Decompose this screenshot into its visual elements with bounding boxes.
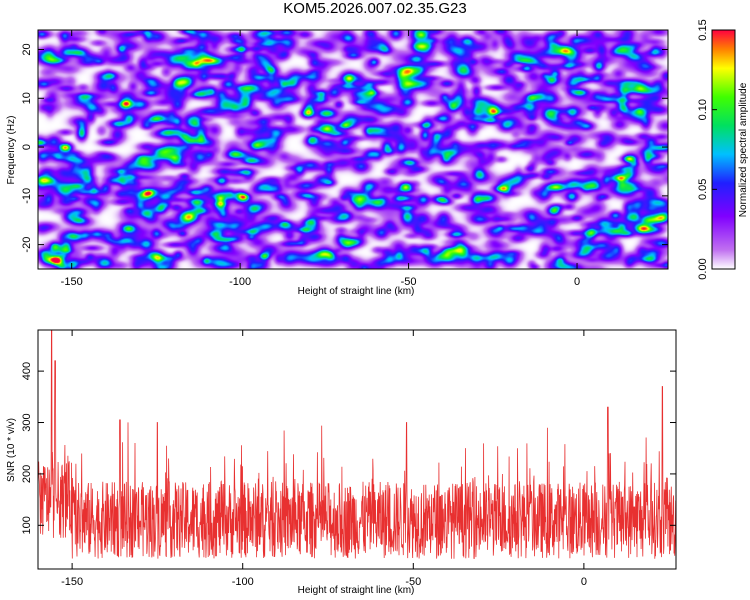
- snr-x-tick-label: -50: [405, 576, 421, 588]
- colorbar-label: Normalized spectral amplitude: [738, 82, 749, 217]
- snr-y-axis: 100 200 300 400: [21, 362, 676, 534]
- colorbar-axis: 0.00 0.05 0.10 0.15: [697, 19, 717, 280]
- heatmap-x-tick-label: -100: [229, 276, 251, 288]
- snr-panel: -150 -100 -50 0 100 200 300 400 Height of stra…: [6, 329, 677, 596]
- colorbar: 0.00 0.05 0.10 0.15 Normalized spectral amp…: [697, 19, 749, 279]
- heatmap-y-tick-label: 20: [21, 43, 33, 55]
- snr-x-tick-label: -100: [232, 576, 254, 588]
- colorbar-tick-label: 0.00: [697, 258, 709, 279]
- heatmap-image: [38, 30, 668, 269]
- heatmap-x-tick-label: -150: [61, 276, 83, 288]
- colorbar-tick-label: 0.15: [697, 19, 709, 40]
- snr-y-tick-label: 200: [21, 465, 33, 483]
- snr-y-label: SNR (10 * v/v): [6, 418, 17, 482]
- heatmap-y-axis: -20 -10 0 10 20: [21, 43, 668, 253]
- colorbar-tick-label: 0.10: [697, 99, 709, 120]
- snr-x-tick-label: 0: [581, 576, 587, 588]
- chart-title: KOM5.2026.007.02.35.G23: [283, 0, 467, 17]
- colorbar-gradient: [711, 29, 736, 270]
- snr-y-tick-label: 100: [21, 516, 33, 534]
- heatmap-x-tick-label: 0: [574, 276, 580, 288]
- colorbar-tick-label: 0.05: [697, 179, 709, 200]
- snr-frame: [37, 329, 677, 570]
- heatmap-y-tick-label: -10: [21, 188, 33, 204]
- heatmap-x-tick-label: -50: [401, 276, 417, 288]
- snr-x-axis: -150 -100 -50 0: [61, 330, 587, 588]
- snr-series-line: [38, 330, 676, 560]
- heatmap-y-tick-label: 10: [21, 92, 33, 104]
- snr-x-tick-label: -150: [61, 576, 83, 588]
- heatmap-y-label: Frequency (Hz): [6, 116, 17, 185]
- heatmap-x-axis: -150 -100 -50 0: [61, 30, 580, 288]
- heatmap-y-tick-label: -20: [21, 237, 33, 253]
- snr-y-tick-label: 300: [21, 413, 33, 431]
- heatmap-x-label: Height of straight line (km): [298, 286, 415, 297]
- heatmap-y-tick-label: 0: [21, 144, 33, 150]
- heatmap-frame: [37, 29, 669, 270]
- snr-y-tick-label: 400: [21, 362, 33, 380]
- snr-x-label: Height of straight line (km): [298, 585, 415, 596]
